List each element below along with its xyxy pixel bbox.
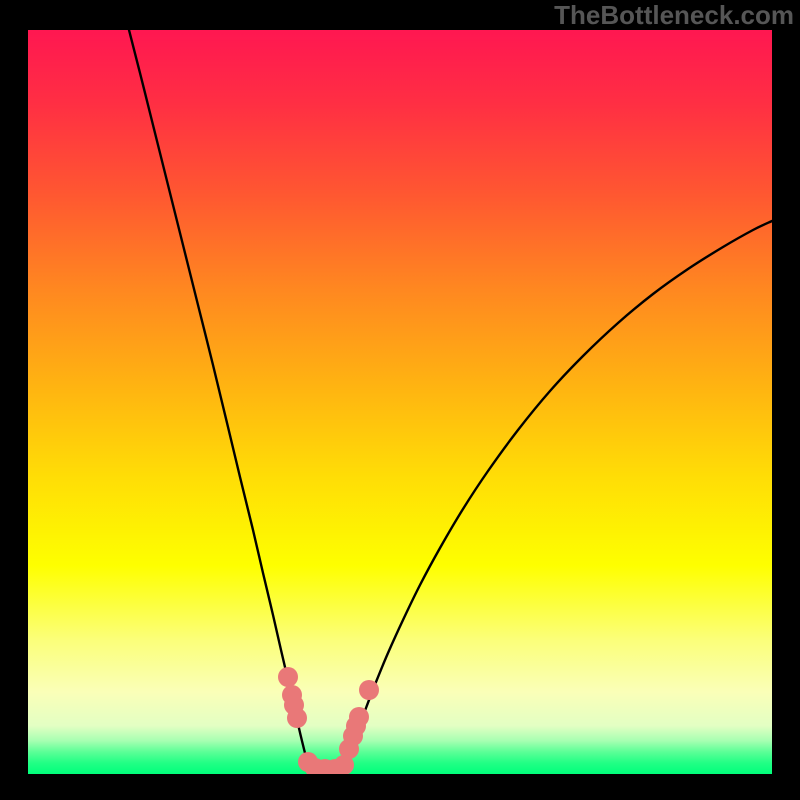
data-dot: [349, 707, 369, 727]
gradient-background: [28, 30, 772, 774]
watermark-text: TheBottleneck.com: [554, 0, 794, 31]
plot-svg: [28, 30, 772, 774]
data-dot: [278, 667, 298, 687]
chart-container: TheBottleneck.com: [0, 0, 800, 800]
data-dot: [359, 680, 379, 700]
plot-area: [28, 30, 772, 774]
data-dot: [287, 708, 307, 728]
